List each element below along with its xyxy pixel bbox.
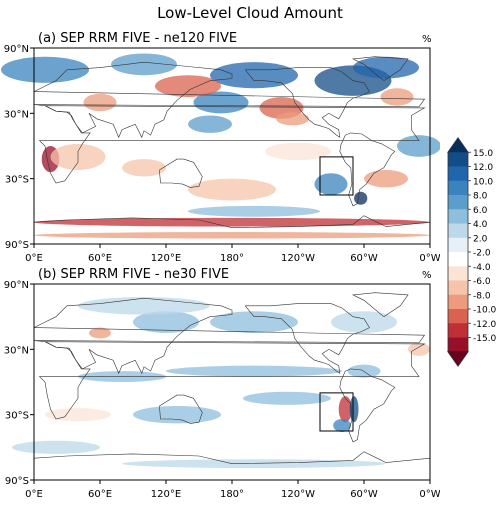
coastlines — [33, 292, 431, 465]
map-panel-b: (b) SEP RRM FIVE - ne30 FIVE% 0°E 60°E 120°… — [0, 260, 441, 505]
colorbar-tick-label: 8.0 — [473, 192, 488, 202]
x-tick-label: 120°E — [151, 253, 181, 264]
figure-title: Low-Level Cloud Amount — [157, 4, 343, 22]
map-panel-a: (a) SEP RRM FIVE - ne120 FIVE% 0°E 60°E 120… — [0, 24, 441, 269]
x-tick-label: 60°E — [88, 489, 112, 500]
x-tick-label: 180° — [220, 489, 244, 500]
panel-label: (b) SEP RRM FIVE - ne30 FIVE — [38, 267, 229, 282]
coastlines — [33, 56, 431, 229]
x-tick-label: 120°W — [281, 489, 315, 500]
colorbar-tick-label: -4.0 — [473, 263, 491, 273]
colorbar-tick-label: -10.0 — [473, 306, 497, 316]
x-tick-label: 0°W — [419, 489, 440, 500]
colorbar-segment — [447, 351, 469, 367]
colorbar-tick-label: -2.0 — [473, 249, 491, 259]
x-tick-label: 0°E — [25, 489, 43, 500]
colorbar-outline — [447, 137, 469, 367]
y-tick-label: 30°S — [5, 175, 29, 186]
colorbar-tick-label: 2.0 — [473, 234, 488, 244]
y-tick-label: 90°S — [5, 476, 29, 487]
colorbar-segment — [448, 195, 468, 210]
region-box — [319, 392, 354, 432]
panel-units: % — [422, 270, 432, 281]
anomaly-field — [1, 48, 441, 244]
colorbar-segment — [448, 337, 468, 353]
colorbar-tick-label: -8.0 — [473, 291, 491, 301]
y-tick-label: 90°N — [4, 44, 29, 55]
colorbar-segment — [448, 323, 468, 338]
y-tick-label: 90°N — [4, 280, 29, 291]
y-tick-label: 30°N — [4, 109, 29, 120]
colorbar-tick-label: -12.0 — [473, 320, 497, 330]
colorbar-tick-label: 12.0 — [473, 163, 493, 173]
colorbar-segment — [448, 237, 468, 253]
colorbar-tick-label: 15.0 — [473, 149, 493, 159]
x-tick-label: 120°E — [151, 489, 181, 500]
anomaly-field — [12, 284, 430, 480]
colorbar: 15.0 12.0 10.0 8.0 6.0 4.0 2.0 -2.0 -4.0 -6.0 -8.0… — [440, 130, 500, 375]
colorbar-tick-label: 10.0 — [473, 177, 493, 187]
panel-units: % — [422, 34, 432, 45]
colorbar-segment — [448, 280, 468, 296]
y-tick-label: 30°N — [4, 345, 29, 356]
x-tick-label: 180° — [220, 253, 244, 264]
x-tick-label: 120°W — [281, 253, 315, 264]
y-tick-label: 30°S — [5, 411, 29, 422]
colorbar-segment — [448, 309, 468, 324]
colorbar-tick-label: 4.0 — [473, 220, 488, 230]
colorbar-segment — [448, 180, 468, 196]
x-tick-label: 60°W — [350, 253, 378, 264]
colorbar-tick-label: -6.0 — [473, 277, 491, 287]
colorbar-segment — [448, 209, 468, 224]
colorbar-segment — [448, 266, 468, 281]
colorbar-segment — [448, 223, 468, 239]
colorbar-segment — [448, 294, 468, 310]
colorbar-tick-label: 6.0 — [473, 206, 488, 216]
x-tick-label: 0°E — [25, 253, 43, 264]
x-tick-label: 60°E — [88, 253, 112, 264]
colorbar-segment — [448, 152, 468, 167]
colorbar-segment — [447, 137, 469, 153]
colorbar-segment — [448, 252, 468, 267]
x-tick-label: 0°W — [419, 253, 440, 264]
panel-label: (a) SEP RRM FIVE - ne120 FIVE — [38, 31, 237, 46]
x-tick-label: 60°W — [350, 489, 378, 500]
region-box — [319, 156, 354, 196]
y-tick-label: 90°S — [5, 240, 29, 251]
colorbar-tick-label: -15.0 — [473, 334, 497, 344]
colorbar-segment — [448, 166, 468, 182]
